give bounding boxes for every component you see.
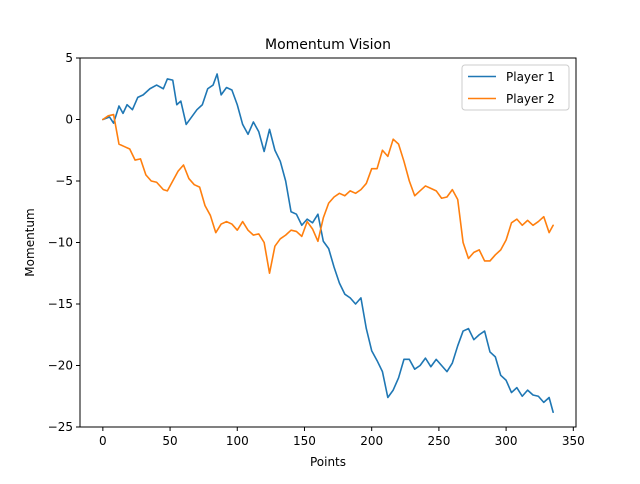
legend-label-player-2: Player 2 — [506, 92, 555, 106]
chart-title: Momentum Vision — [265, 37, 391, 53]
x-tick-label: 250 — [427, 434, 450, 448]
x-axis: 0 50 100 150 200 250 300 350 — [99, 427, 585, 448]
y-tick-label: 0 — [65, 113, 73, 127]
y-tick-label: −20 — [48, 359, 73, 373]
legend-label-player-1: Player 1 — [506, 70, 555, 84]
x-axis-label: Points — [310, 455, 346, 469]
series-line-player-1 — [102, 73, 554, 414]
plot-area — [102, 73, 554, 414]
x-tick-label: 100 — [226, 434, 249, 448]
x-tick-label: 150 — [293, 434, 316, 448]
x-tick-label: 200 — [360, 434, 383, 448]
y-tick-label: −10 — [48, 236, 73, 250]
x-tick-label: 0 — [99, 434, 107, 448]
y-axis-label: Momentum — [23, 208, 37, 276]
y-tick-label: −15 — [48, 297, 73, 311]
y-axis: 5 0 −5 −10 −15 −20 −25 — [48, 51, 80, 434]
x-tick-label: 300 — [495, 434, 518, 448]
x-tick-label: 50 — [162, 434, 177, 448]
series-line-player-2 — [102, 113, 554, 275]
legend: Player 1 Player 2 — [461, 64, 570, 111]
y-tick-label: −25 — [48, 420, 73, 434]
x-tick-label: 350 — [562, 434, 585, 448]
y-tick-label: 5 — [65, 51, 73, 65]
y-tick-label: −5 — [55, 174, 73, 188]
